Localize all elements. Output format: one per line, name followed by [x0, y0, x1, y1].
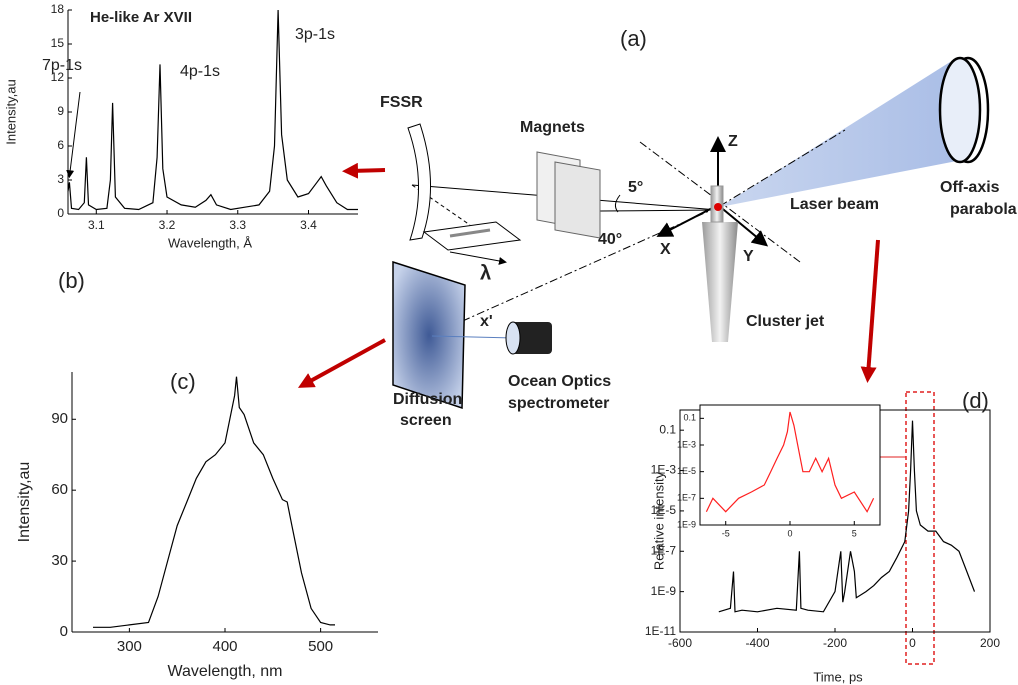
zoom-box	[906, 392, 934, 664]
y-tick-label: 1E-9	[677, 519, 696, 529]
x-tick-label: 200	[980, 636, 1000, 650]
page: (a) FSSR Magnets Z X Y 5° 40° λ x' Laser…	[0, 0, 1018, 685]
z-label: Z	[728, 133, 738, 150]
parabola-label: Off-axis	[940, 179, 1000, 196]
spectrometer-label: Ocean Optics	[508, 373, 611, 390]
lambda-label: λ	[480, 262, 491, 284]
chart-title: He-like Ar XVII	[90, 9, 192, 26]
angle-label: 40°	[598, 231, 622, 248]
x-tick-label: 5	[852, 528, 857, 538]
x-axis-label: Time, ps	[813, 669, 863, 684]
y-tick-label: 15	[51, 36, 65, 50]
parabola-front	[940, 58, 980, 162]
x-axis-label: Wavelength, nm	[167, 663, 282, 680]
y-tick-label: 0	[57, 206, 64, 220]
y-tick-label: 90	[51, 410, 68, 427]
x-tick-label: 400	[212, 638, 237, 655]
x-tick-label: -600	[668, 636, 692, 650]
laser-label: Laser beam	[790, 196, 879, 213]
peak-label: 3p-1s	[295, 26, 335, 43]
fssr-label: FSSR	[380, 94, 423, 111]
xprime-label: x'	[480, 313, 493, 330]
screen-label: Diffusion	[393, 391, 462, 408]
x-tick-label: -200	[823, 636, 847, 650]
spectrometer-lens	[506, 322, 520, 354]
y-tick-label: 1E-5	[677, 466, 696, 476]
x-tick-label: -5	[722, 528, 730, 538]
y-tick-label: 9	[57, 104, 64, 118]
diffusion-screen	[393, 262, 465, 408]
x-tick-label: 3.1	[88, 218, 105, 232]
x-tick-label: 500	[308, 638, 333, 655]
jet-label: Cluster jet	[746, 313, 825, 330]
x-axis-label: Wavelength, Å	[168, 235, 252, 250]
x-tick-label: 0	[909, 636, 916, 650]
inset-bg	[700, 405, 880, 525]
y-tick-label: 3	[57, 172, 64, 186]
x-tick-label: 3.3	[229, 218, 246, 232]
panel-label: (c)	[170, 369, 196, 394]
y-tick-label: 6	[57, 138, 64, 152]
panel-label: (d)	[962, 388, 989, 413]
y-tick-label: 0.1	[659, 422, 676, 436]
peak-label: 7p-1s	[42, 57, 82, 74]
y-tick-label: 0.1	[683, 413, 696, 423]
y-tick-label: 1E-9	[651, 584, 677, 598]
parabola-label: parabola	[950, 201, 1017, 218]
focus	[714, 203, 722, 211]
y-axis-label: Intensity,au	[3, 79, 18, 145]
y-tick-label: 1E-7	[677, 493, 696, 503]
magnets-label: Magnets	[520, 119, 585, 136]
angle-arc	[615, 195, 620, 212]
y-tick-label: 60	[51, 481, 68, 498]
panel-label: (a)	[620, 26, 647, 51]
lambda-arrow	[450, 252, 505, 262]
peak-arrow	[69, 92, 80, 176]
panel-label: (b)	[58, 268, 85, 293]
y-axis-label: Intensity,au	[16, 462, 33, 543]
x-tick-label: -400	[745, 636, 769, 650]
x-tick-label: 3.4	[300, 218, 317, 232]
x-tick-label: 3.2	[159, 218, 176, 232]
y-tick-label: 0	[60, 623, 68, 640]
y-label: Y	[743, 248, 754, 265]
fssr-crystal	[408, 124, 431, 240]
y-tick-label: 18	[51, 2, 65, 16]
spectrum-line	[93, 377, 335, 628]
magnet	[555, 162, 600, 238]
x-label: X	[660, 241, 671, 258]
x-tick-label: 300	[117, 638, 142, 655]
detector-film	[424, 222, 520, 250]
spectrometer-label: spectrometer	[508, 395, 609, 412]
y-tick-label: 30	[51, 552, 68, 569]
peak-label: 4p-1s	[180, 63, 220, 80]
y-axis-label: Relative intensity	[651, 471, 666, 570]
laser-cone	[720, 62, 962, 207]
angle-label: 5°	[628, 179, 643, 196]
cluster-jet	[702, 222, 738, 342]
y-tick-label: 1E-3	[677, 439, 696, 449]
figure: (a) FSSR Magnets Z X Y 5° 40° λ x' Laser…	[0, 0, 1018, 685]
screen-label: screen	[400, 412, 452, 429]
x-tick-label: 0	[787, 528, 792, 538]
